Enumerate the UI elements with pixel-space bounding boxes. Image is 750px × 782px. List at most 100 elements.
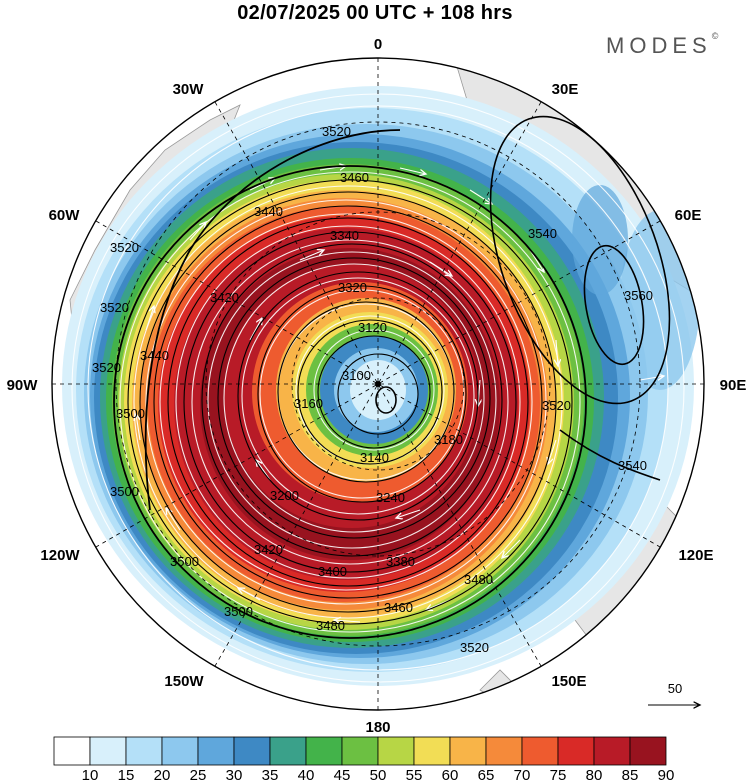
- wind-vector: [469, 189, 492, 204]
- contour-label: 3380: [386, 554, 415, 569]
- longitude-labels: 0 30W 30E 60W 60E 90W 90E 120W 120E 150W…: [7, 36, 747, 736]
- colorbar-tick-label: 25: [190, 767, 207, 782]
- streamline-ring: [241, 277, 475, 515]
- contour-label: 3140: [360, 450, 389, 465]
- lon-label-90w: 90W: [7, 377, 39, 394]
- colorbar-swatch: [53, 736, 91, 766]
- contour-label: 3520: [110, 240, 139, 255]
- pole-marker: [375, 381, 381, 387]
- height-contour-3520-outer: [144, 129, 401, 511]
- contour-label: 3120: [358, 320, 387, 335]
- wind-vector: [556, 339, 558, 366]
- height-contour: [277, 301, 455, 483]
- colorbar-tick-label: 75: [550, 767, 567, 782]
- colorbar-tick-label: 40: [298, 767, 315, 782]
- streamline-ring: [207, 251, 497, 549]
- colorbar-swatch: [629, 736, 667, 766]
- streamline-ring: [175, 225, 521, 579]
- wind-vector: [334, 620, 361, 622]
- wind-vector: [580, 639, 601, 656]
- contour-label: 3240: [376, 490, 405, 505]
- colorbar-tick-label: 15: [118, 767, 135, 782]
- vector-reference: 50: [648, 681, 700, 705]
- contour-label: 3560: [624, 288, 653, 303]
- height-contour: [127, 179, 573, 625]
- contour-label: 3340: [330, 228, 359, 243]
- copyright-mark: ©: [711, 31, 719, 41]
- colorbar-swatch: [305, 736, 343, 766]
- contour-label: 3100: [342, 368, 371, 383]
- lon-label-180: 180: [365, 719, 390, 736]
- height-contour: [317, 335, 431, 449]
- contour-label: 3440: [140, 348, 169, 363]
- streamline-ring: [145, 199, 547, 605]
- contour-label: 3160: [294, 396, 323, 411]
- contour-label: 3520: [92, 360, 121, 375]
- colorbar-tick-label: 10: [82, 767, 99, 782]
- brand-logo: MODES©: [606, 31, 719, 59]
- contour-label: 3320: [338, 280, 367, 295]
- contour-label: 3460: [340, 170, 369, 185]
- colorbar-tick-label: 90: [658, 767, 675, 782]
- height-contour: [183, 231, 517, 573]
- colorbar-swatch: [521, 736, 559, 766]
- streamline-ring: [133, 185, 563, 619]
- contour-label: 3420: [254, 542, 283, 557]
- colorbar-tick-label: 60: [442, 767, 459, 782]
- contour-label: 3500: [224, 604, 253, 619]
- lon-label-60e: 60E: [675, 207, 702, 224]
- lon-label-120e: 120E: [678, 547, 713, 564]
- colorbar-tick-label: 30: [226, 767, 243, 782]
- latitude-circle: [205, 211, 551, 557]
- height-contour-low: [375, 386, 397, 414]
- wind-vector: [256, 460, 271, 481]
- height-contour-high-3560: [583, 244, 645, 366]
- streamline-ring: [259, 289, 465, 499]
- wind-vector: [399, 167, 426, 174]
- lon-label-150w: 150W: [164, 673, 204, 690]
- height-contour: [153, 205, 543, 599]
- streamline-ring: [223, 263, 485, 533]
- wind-vector: [299, 250, 324, 261]
- contour-label: 3540: [528, 226, 557, 241]
- contour-label: 3500: [170, 554, 199, 569]
- colorbar-tick-label: 80: [586, 767, 603, 782]
- wind-vector: [189, 222, 206, 241]
- wind-vector: [238, 588, 261, 601]
- colorbar-swatch: [197, 736, 235, 766]
- wind-vectors: [100, 159, 664, 656]
- colorbar-tick-label: 35: [262, 767, 279, 782]
- contour-label: 3200: [270, 488, 299, 503]
- vector-reference-label: 50: [668, 681, 682, 696]
- wind-vector: [396, 509, 421, 518]
- height-contour: [167, 217, 529, 587]
- lon-label-120w: 120W: [40, 547, 80, 564]
- streamline-ring: [119, 171, 581, 633]
- contour-labels: 3520 3460 3440 3340 3320 3540 3560 3520 …: [92, 124, 653, 655]
- contour-label: 3520: [322, 124, 351, 139]
- colorbar-swatch: [161, 736, 199, 766]
- wind-vector: [429, 261, 452, 276]
- height-contours: [113, 115, 671, 639]
- contour-label: 3440: [254, 204, 283, 219]
- colorbar-swatch: [593, 736, 631, 766]
- map-disc: [52, 58, 704, 710]
- contour-label: 3460: [384, 600, 413, 615]
- graticule: [52, 58, 704, 710]
- map-title: 02/07/2025 00 UTC + 108 hrs: [237, 2, 513, 24]
- contour-label: 3540: [618, 458, 647, 473]
- wind-vector: [639, 376, 664, 380]
- colorbar-tick-label: 70: [514, 767, 531, 782]
- colorbar-swatch: [377, 736, 415, 766]
- wind-vector: [166, 508, 181, 531]
- contour-label: 3500: [116, 406, 145, 421]
- height-contour: [113, 165, 587, 639]
- height-contour: [297, 319, 443, 465]
- contour-label: 3480: [316, 618, 345, 633]
- lon-label-30e: 30E: [552, 81, 579, 98]
- contour-label: 3180: [434, 432, 463, 447]
- colorbar-tick-label: 45: [334, 767, 351, 782]
- height-contour: [201, 243, 503, 557]
- lon-label-150e: 150E: [551, 673, 586, 690]
